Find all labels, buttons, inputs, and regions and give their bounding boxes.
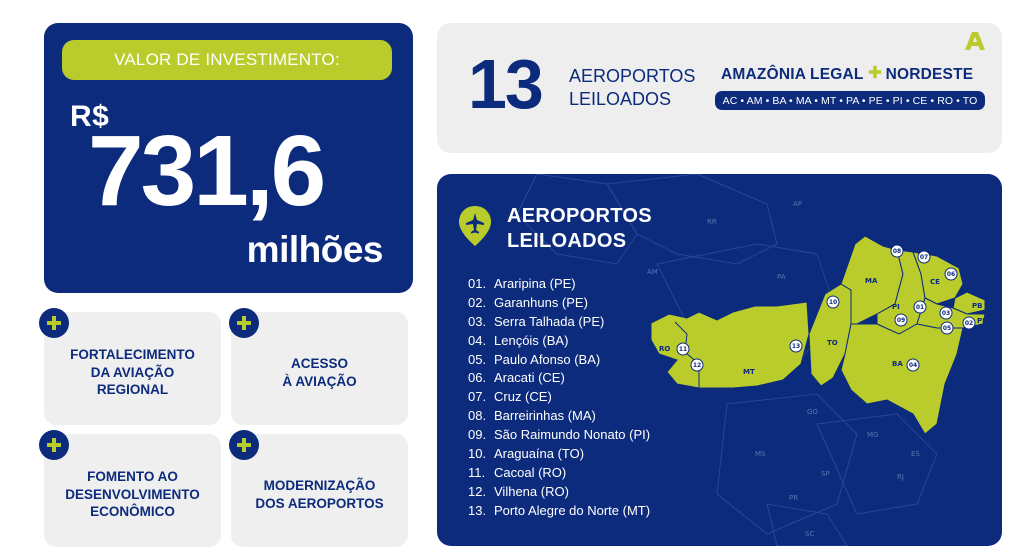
svg-text:04: 04: [909, 362, 917, 369]
state-label-ce: CE: [930, 278, 940, 286]
list-item: 04. Lençóis (BA): [468, 332, 569, 348]
state-label-to: TO: [827, 339, 838, 347]
list-item: 10. Araguaína (TO): [468, 446, 585, 462]
investment-amount: 731,6: [88, 115, 326, 227]
airport-marker-01: 01: [913, 300, 927, 314]
benefit-text: FORTALECIMENTO DA AVIAÇÃO REGIONAL: [70, 346, 195, 398]
state-label-ap: AP: [793, 200, 802, 208]
state-label-pa: PA: [777, 273, 786, 281]
map-title: AEROPORTOS LEILOADOS: [507, 205, 652, 253]
state-label-pr: PR: [789, 494, 798, 502]
state-label-pb: PB: [972, 302, 982, 310]
list-item: 12. Vilhena (RO): [468, 483, 569, 499]
plus-icon: [229, 430, 259, 460]
svg-text:11: 11: [679, 346, 687, 353]
airports-count: 13: [468, 45, 544, 123]
list-item: 13. Porto Alegre do Norte (MT): [468, 502, 651, 518]
plus-icon: [39, 430, 69, 460]
airport-marker-05: 05: [940, 321, 954, 335]
benefit-text: MODERNIZAÇÃO DOS AEROPORTOS: [255, 477, 384, 511]
region-right: NORDESTE: [885, 65, 974, 83]
state-label-ba: BA: [892, 360, 903, 368]
list-item: 08. Barreirinhas (MA): [468, 408, 596, 424]
list-item: 01. Araripina (PE): [468, 276, 576, 291]
list-item: 09. São Raimundo Nonato (PI): [468, 427, 651, 443]
airports-count-card: 13 AEROPORTOS LEILOADOS AMAZÔNIA LEGAL N…: [437, 23, 1002, 153]
svg-text:12: 12: [693, 362, 701, 369]
state-label-ro: RO: [659, 345, 670, 353]
list-item: 02. Garanhuns (PE): [468, 294, 588, 310]
airport-marker-04: 04: [906, 358, 920, 372]
list-item: 03. Serra Talhada (PE): [468, 313, 605, 329]
airport-marker-03: 03: [939, 306, 953, 320]
airport-marker-02: 02: [962, 316, 976, 330]
state-label-am: AM: [647, 268, 658, 276]
svg-text:13: 13: [792, 343, 800, 350]
plus-icon: [868, 65, 882, 84]
list-item: 06. Aracati (CE): [468, 370, 565, 386]
svg-text:09: 09: [897, 317, 905, 324]
benefit-card-aviation-access: ACESSO À AVIAÇÃO: [231, 312, 408, 425]
investment-unit: milhões: [246, 229, 384, 270]
airport-marker-09: 09: [894, 313, 908, 327]
svg-text:06: 06: [947, 271, 955, 278]
region-title: AMAZÔNIA LEGAL NORDESTE: [721, 65, 973, 84]
brand-logo-icon: [964, 31, 986, 56]
state-label-mt: MT: [743, 368, 755, 376]
plus-icon: [39, 308, 69, 338]
airports-list: 01. Araripina (PE) 02. Garanhuns (PE) 03. S…: [468, 275, 650, 521]
state-label-pe: PE: [977, 317, 987, 325]
airport-marker-07: 07: [917, 250, 931, 264]
list-item: 11. Cacoal (RO): [468, 464, 567, 480]
svg-text:08: 08: [893, 248, 901, 255]
state-label-sp: SP: [821, 470, 830, 478]
state-label-mg: MG: [867, 431, 878, 439]
states-badge: AC • AM • BA • MA • MT • PA • PE • PI • …: [715, 91, 985, 110]
region-ro-mt: [650, 301, 810, 389]
airplane-icon: [466, 213, 484, 234]
list-item: 05. Paulo Afonso (BA): [468, 351, 601, 367]
benefit-card-airport-modernization: MODERNIZAÇÃO DOS AEROPORTOS: [231, 434, 408, 547]
region-ba: [840, 323, 964, 435]
state-label-pi: PI: [892, 303, 900, 311]
airport-marker-13: 13: [789, 339, 803, 353]
benefit-text: FOMENTO AO DESENVOLVIMENTO ECONÔMICO: [65, 468, 200, 520]
state-label-sc: SC: [805, 530, 814, 538]
airport-marker-12: 12: [690, 358, 704, 372]
state-label-go: GO: [807, 408, 818, 416]
state-label-ma: MA: [865, 277, 878, 285]
list-item: 07. Cruz (CE): [468, 389, 552, 405]
svg-text:01: 01: [916, 304, 924, 311]
benefit-card-economic-development: FOMENTO AO DESENVOLVIMENTO ECONÔMICO: [44, 434, 221, 547]
airports-count-label: AEROPORTOS LEILOADOS: [569, 66, 696, 110]
region-left: AMAZÔNIA LEGAL: [721, 65, 864, 83]
svg-text:10: 10: [829, 299, 837, 306]
state-label-rr: RR: [707, 218, 717, 226]
airport-marker-06: 06: [944, 267, 958, 281]
airport-marker-10: 10: [826, 295, 840, 309]
benefit-card-regional-aviation: FORTALECIMENTO DA AVIAÇÃO REGIONAL: [44, 312, 221, 425]
svg-text:07: 07: [920, 254, 928, 261]
airport-marker-08: 08: [890, 244, 904, 258]
map-pin-icon: [457, 204, 493, 253]
investment-label: VALOR DE INVESTIMENTO:: [62, 40, 392, 80]
state-label-ms: MS: [755, 450, 766, 458]
state-label-rj: RJ: [897, 473, 904, 481]
state-label-es: ES: [911, 450, 920, 458]
brazil-map: PA AM AP RR MG GO MS SP ES RJ PR SC: [516, 174, 987, 546]
svg-text:03: 03: [942, 310, 950, 317]
investment-currency: R$: [70, 100, 110, 133]
investment-card: VALOR DE INVESTIMENTO: R$ 731,6 milhões: [44, 23, 413, 293]
benefit-text: ACESSO À AVIAÇÃO: [282, 355, 357, 389]
plus-icon: [229, 308, 259, 338]
svg-text:02: 02: [965, 320, 973, 327]
svg-text:05: 05: [943, 325, 951, 332]
airports-map-card: PA AM AP RR MG GO MS SP ES RJ PR SC: [437, 174, 1002, 546]
airport-marker-11: 11: [676, 342, 690, 356]
